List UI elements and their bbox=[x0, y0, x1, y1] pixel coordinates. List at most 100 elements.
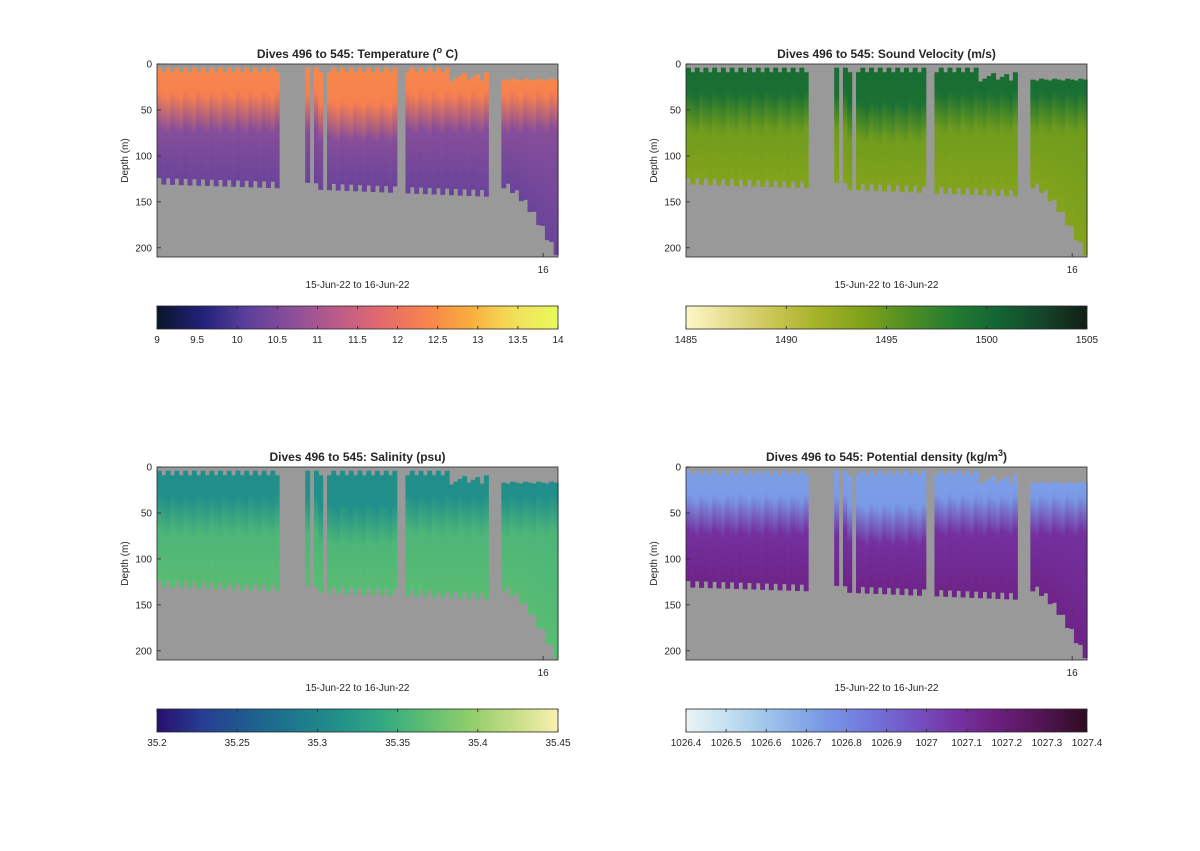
dive-profile bbox=[470, 76, 476, 190]
dive-profile bbox=[869, 67, 875, 185]
colorbar-tick-label: 1026.9 bbox=[871, 738, 902, 749]
dive-profile bbox=[170, 72, 176, 185]
dive-profile bbox=[803, 475, 809, 592]
y-tick-label: 150 bbox=[135, 197, 152, 208]
dive-profile bbox=[239, 475, 245, 591]
dive-profile bbox=[191, 470, 197, 583]
dive-profile bbox=[895, 470, 901, 589]
colorbar-tick-label: 35.25 bbox=[225, 738, 250, 749]
dive-profile bbox=[694, 470, 700, 582]
dive-profile bbox=[895, 67, 901, 186]
colorbar-tick-label: 1026.7 bbox=[791, 738, 822, 749]
dive-profile bbox=[326, 475, 332, 594]
dive-profile bbox=[392, 67, 398, 187]
y-tick-label: 0 bbox=[146, 60, 152, 71]
dive-profile bbox=[964, 470, 970, 592]
title-main: Dives 496 to 545: Temperature ( bbox=[257, 47, 437, 61]
dive-profile bbox=[986, 75, 992, 196]
colorbar-tick-label: 35.3 bbox=[308, 738, 328, 749]
y-tick-label: 0 bbox=[675, 60, 681, 71]
dive-profile bbox=[768, 72, 774, 188]
dive-profile bbox=[235, 470, 241, 584]
dive-profile bbox=[383, 470, 389, 590]
chart-title: Dives 496 to 545: Salinity (psu) bbox=[269, 450, 445, 464]
y-tick-label: 100 bbox=[135, 554, 152, 565]
dive-profile bbox=[444, 470, 450, 592]
y-axis-label: Depth (m) bbox=[649, 138, 660, 182]
y-tick-label: 150 bbox=[135, 600, 152, 611]
colorbar-tick-label: 1027.2 bbox=[992, 738, 1023, 749]
dive-profile bbox=[483, 475, 489, 600]
dive-profile bbox=[257, 475, 263, 591]
colorbar bbox=[685, 305, 1088, 330]
dive-profile bbox=[1073, 483, 1079, 644]
dive-profile bbox=[523, 481, 529, 603]
dive-profile bbox=[335, 72, 341, 191]
dive-profile bbox=[440, 72, 446, 195]
dive-profile bbox=[742, 72, 748, 187]
dive-profile bbox=[165, 470, 171, 582]
dive-profile bbox=[222, 475, 228, 590]
dive-profile bbox=[934, 475, 940, 597]
dive-profile bbox=[1039, 78, 1045, 193]
dive-profile bbox=[409, 67, 415, 188]
dive-profile bbox=[505, 483, 511, 587]
dive-profile bbox=[751, 72, 757, 187]
dive-profile bbox=[435, 470, 441, 592]
dive-profile bbox=[1056, 482, 1062, 615]
x-tick-label: 16 bbox=[538, 668, 550, 679]
colorbar-tick-label: 9 bbox=[154, 335, 160, 346]
dive-profile bbox=[331, 470, 337, 587]
dive-profile bbox=[1004, 74, 1010, 197]
dive-profile bbox=[226, 67, 232, 181]
dive-profile bbox=[699, 72, 705, 185]
dive-profile bbox=[742, 475, 748, 590]
dive-profile bbox=[943, 72, 949, 194]
dive-profile bbox=[200, 470, 206, 583]
colorbar-tick-label: 35.45 bbox=[545, 738, 570, 749]
dive-profile bbox=[755, 470, 761, 584]
dive-profile bbox=[912, 67, 918, 187]
colorbar-tick-label: 1026.8 bbox=[831, 738, 862, 749]
dive-profile bbox=[353, 72, 359, 192]
dive-profile bbox=[183, 470, 189, 582]
dive-profile bbox=[1004, 477, 1010, 600]
colorbar-tick-label: 1026.4 bbox=[671, 738, 702, 749]
dive-profile bbox=[174, 470, 180, 582]
y-tick-label: 50 bbox=[141, 105, 153, 116]
dive-profile bbox=[531, 80, 537, 212]
dive-profile bbox=[161, 475, 167, 588]
dive-profile bbox=[388, 72, 393, 193]
dive-profile bbox=[483, 72, 489, 197]
colorbar-tick-label: 10.5 bbox=[268, 335, 288, 346]
dive-profile bbox=[1056, 79, 1062, 212]
dive-profile bbox=[340, 67, 346, 185]
chart-title: Dives 496 to 545: Sound Velocity (m/s) bbox=[777, 47, 996, 61]
x-tick-label: 16 bbox=[1067, 265, 1079, 276]
dive-profile bbox=[313, 67, 319, 184]
dive-profile bbox=[265, 475, 271, 591]
colorbar-tick-label: 35.35 bbox=[385, 738, 410, 749]
dive-profile bbox=[457, 478, 463, 599]
y-tick-label: 200 bbox=[664, 243, 681, 254]
dive-profile bbox=[326, 72, 332, 191]
dive-profile bbox=[1047, 80, 1053, 202]
dive-profile bbox=[786, 475, 792, 591]
x-tick-label: 16 bbox=[1067, 668, 1079, 679]
dive-profile bbox=[973, 470, 979, 592]
dive-profile bbox=[969, 475, 975, 598]
dive-profile bbox=[760, 72, 766, 187]
dive-profile bbox=[877, 67, 883, 185]
dive-profile bbox=[991, 73, 997, 190]
colorbar-tick-label: 35.4 bbox=[468, 738, 488, 749]
colorbar-tick-label: 1490 bbox=[775, 335, 798, 346]
dive-profile bbox=[1008, 483, 1014, 594]
title-superscript: 3 bbox=[998, 448, 1003, 458]
dive-profile bbox=[1030, 79, 1036, 189]
dive-profile bbox=[178, 72, 184, 186]
y-tick-label: 100 bbox=[664, 554, 681, 565]
y-tick-label: 0 bbox=[146, 463, 152, 474]
dive-profile bbox=[890, 72, 896, 192]
colorbar-tick-label: 1026.5 bbox=[711, 738, 742, 749]
dive-profile bbox=[514, 79, 520, 191]
